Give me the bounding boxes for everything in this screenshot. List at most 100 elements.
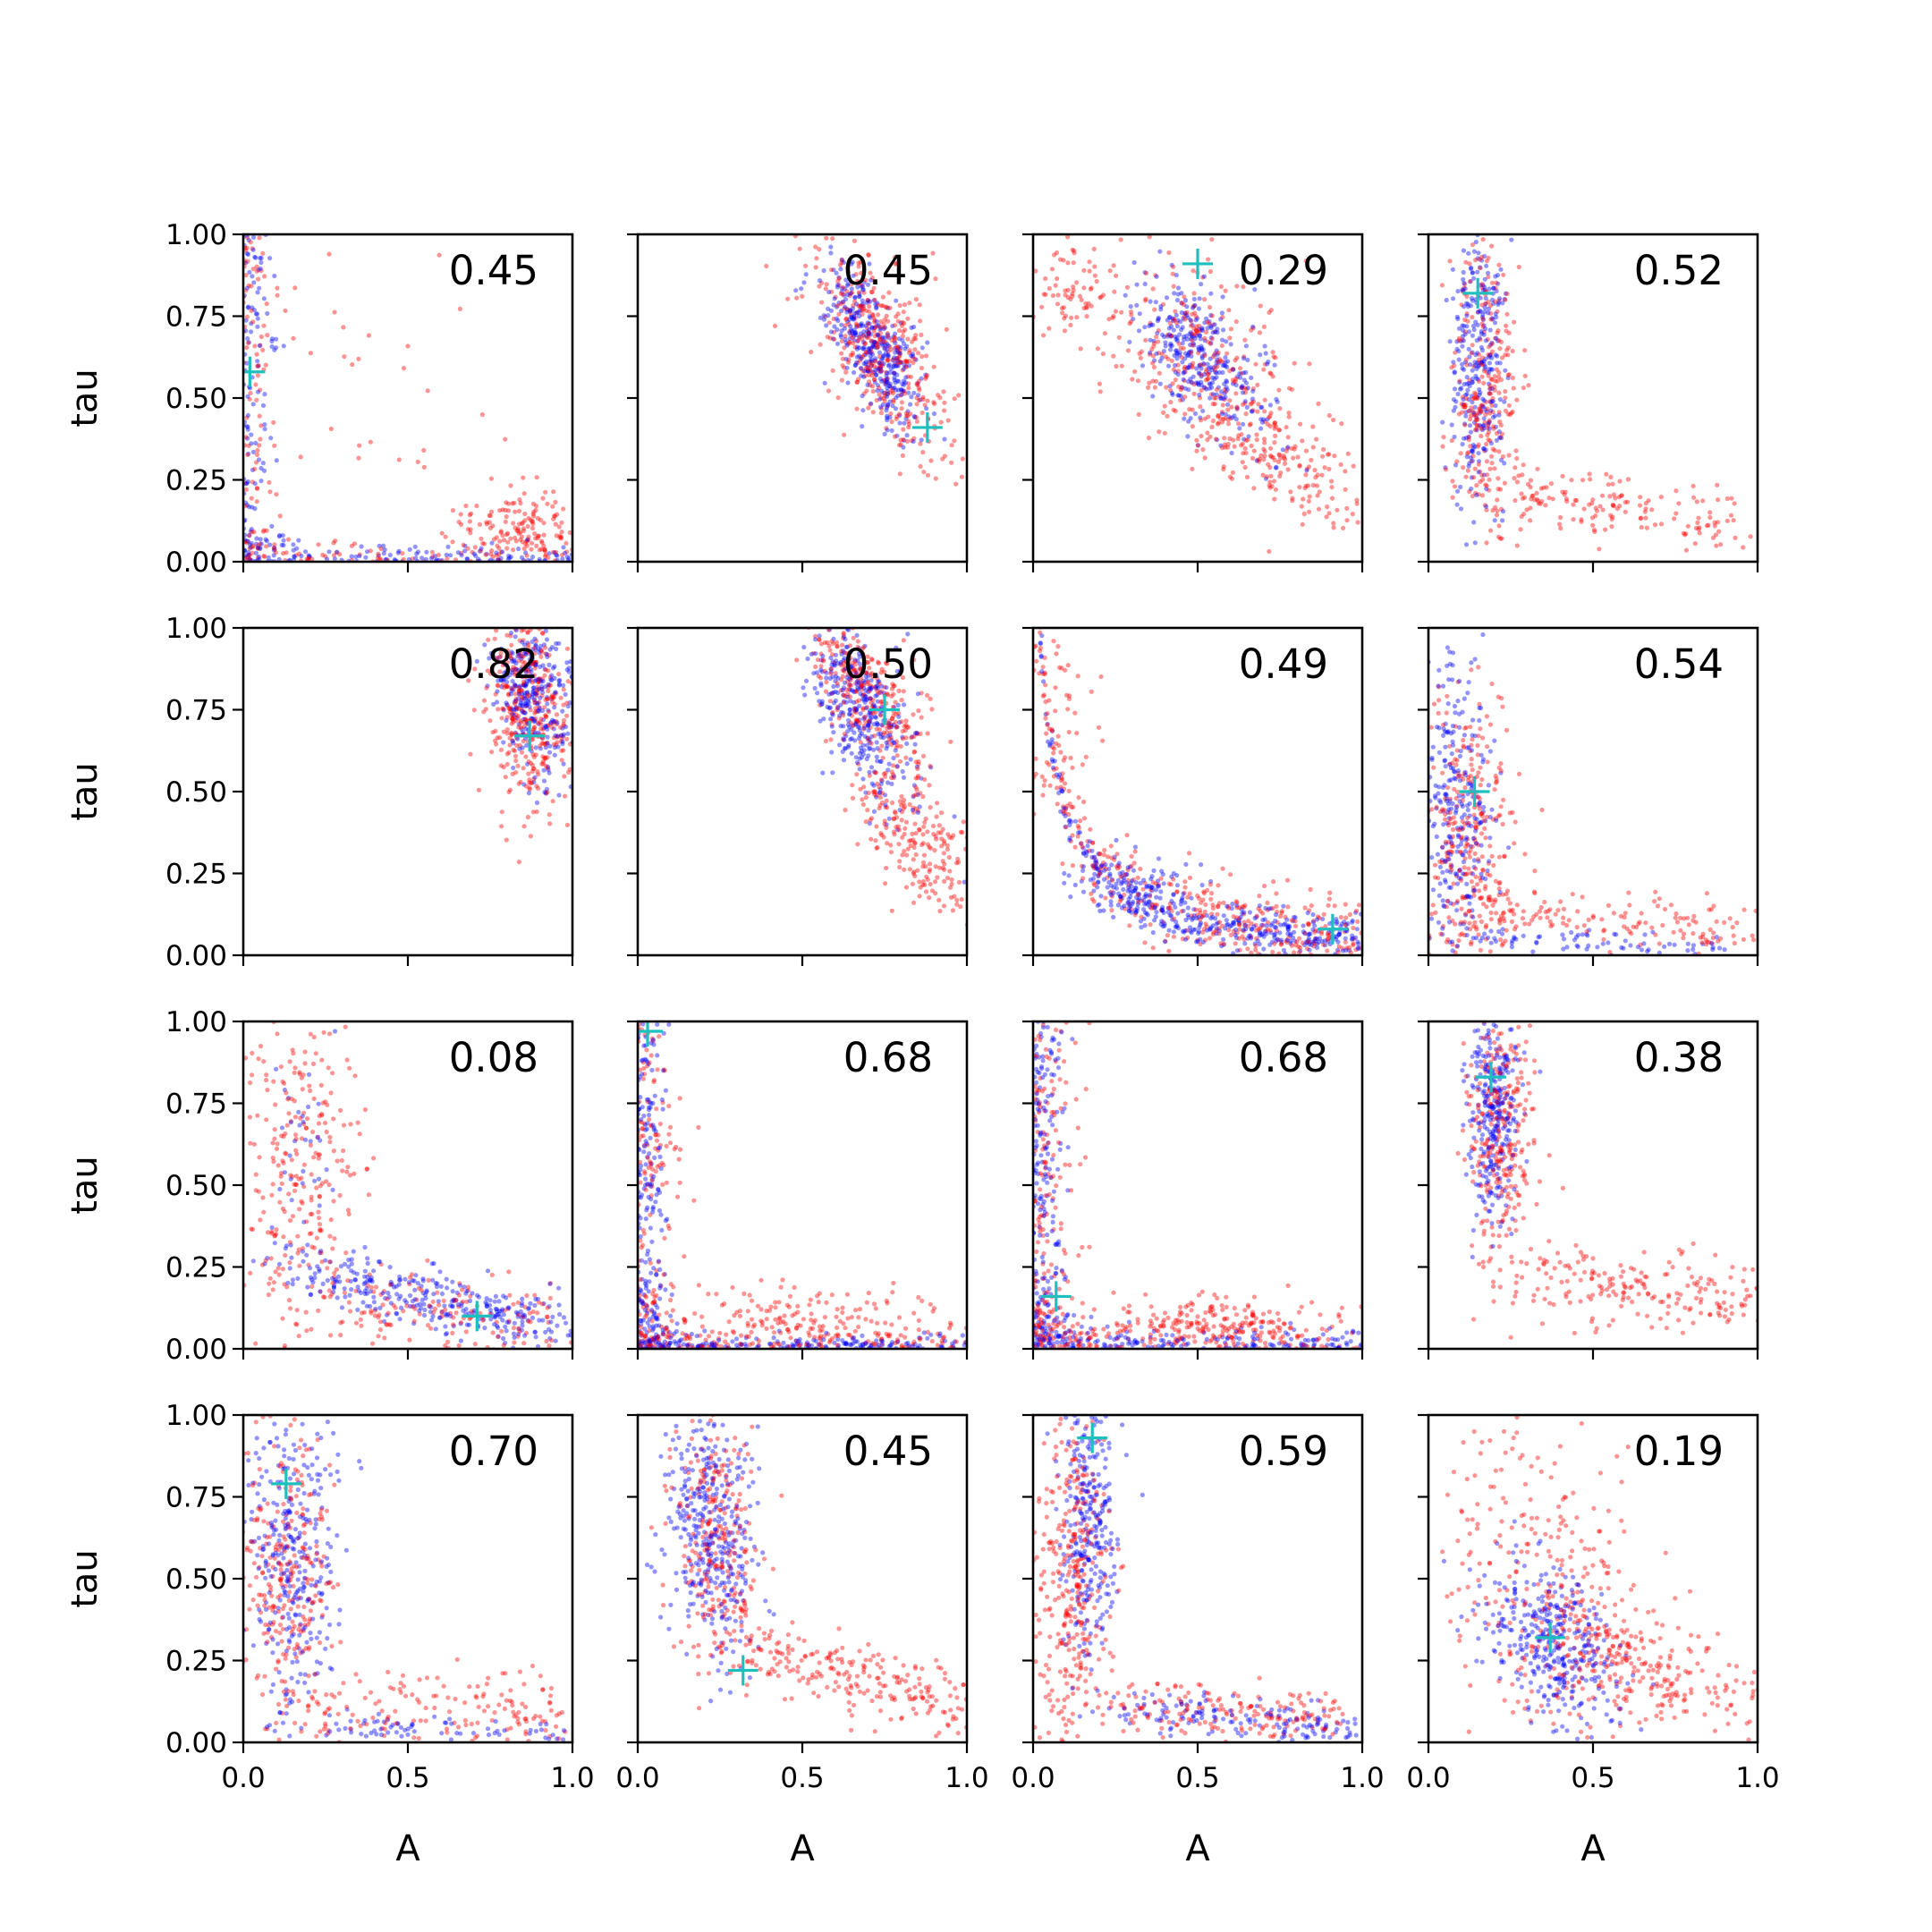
red-point bbox=[913, 852, 919, 858]
red-point bbox=[855, 639, 860, 644]
blue-point bbox=[1487, 391, 1492, 396]
blue-point bbox=[538, 677, 543, 682]
red-point bbox=[860, 307, 866, 313]
red-point bbox=[553, 691, 559, 696]
blue-point bbox=[1481, 423, 1487, 428]
blue-point bbox=[524, 702, 530, 708]
red-point bbox=[1247, 422, 1252, 428]
red-point bbox=[1228, 326, 1233, 332]
red-point bbox=[843, 659, 849, 665]
red-point bbox=[1289, 386, 1294, 393]
red-point bbox=[525, 630, 530, 635]
blue-point bbox=[849, 286, 854, 292]
blue-point bbox=[258, 465, 264, 471]
blue-point bbox=[831, 336, 836, 342]
blue-point bbox=[835, 683, 841, 689]
red-point bbox=[877, 336, 883, 342]
red-point bbox=[518, 720, 523, 725]
red-point bbox=[264, 528, 269, 533]
blue-point bbox=[848, 670, 853, 676]
red-point bbox=[481, 709, 487, 715]
red-point bbox=[1269, 484, 1275, 489]
blue-point bbox=[1168, 347, 1174, 352]
red-point bbox=[1106, 317, 1112, 322]
red-point bbox=[1240, 385, 1245, 390]
red-point bbox=[891, 357, 896, 362]
red-point bbox=[1473, 394, 1479, 399]
blue-point bbox=[891, 740, 896, 745]
red-point bbox=[835, 395, 841, 401]
red-point bbox=[1469, 351, 1474, 356]
red-point bbox=[1354, 501, 1360, 506]
red-point bbox=[1057, 665, 1063, 671]
blue-point bbox=[522, 650, 528, 657]
red-point bbox=[1486, 437, 1491, 443]
blue-point bbox=[1444, 297, 1449, 303]
red-point bbox=[1193, 324, 1199, 329]
blue-point bbox=[857, 717, 862, 723]
red-point bbox=[511, 709, 516, 715]
red-point bbox=[244, 540, 250, 546]
red-point bbox=[1260, 472, 1266, 478]
red-point bbox=[1190, 343, 1195, 348]
blue-point bbox=[1307, 931, 1312, 936]
blue-point bbox=[291, 547, 296, 553]
red-point bbox=[1270, 374, 1275, 379]
red-point bbox=[1489, 453, 1495, 459]
red-point bbox=[1091, 855, 1097, 860]
red-point bbox=[902, 728, 908, 733]
red-point bbox=[1262, 453, 1267, 459]
red-point bbox=[845, 691, 851, 697]
blue-point bbox=[860, 298, 865, 303]
red-point bbox=[898, 442, 903, 447]
blue-point bbox=[1470, 270, 1475, 275]
red-point bbox=[244, 235, 250, 241]
blue-point bbox=[878, 758, 884, 765]
blue-point bbox=[271, 547, 277, 553]
red-point bbox=[829, 639, 835, 644]
blue-point bbox=[1161, 910, 1166, 916]
red-point bbox=[513, 712, 519, 717]
red-point bbox=[1479, 361, 1484, 367]
red-point bbox=[508, 483, 513, 488]
blue-point bbox=[532, 691, 538, 696]
red-point bbox=[841, 737, 846, 742]
red-point bbox=[1597, 547, 1602, 552]
red-point bbox=[551, 516, 556, 521]
blue-point bbox=[1460, 323, 1465, 328]
red-point bbox=[1084, 304, 1089, 309]
red-point bbox=[1728, 513, 1734, 518]
red-point bbox=[824, 282, 829, 287]
red-point bbox=[875, 689, 880, 694]
red-point bbox=[257, 235, 262, 241]
blue-point bbox=[848, 309, 853, 314]
red-point bbox=[546, 668, 551, 674]
blue-point bbox=[246, 304, 251, 309]
red-point bbox=[844, 266, 851, 271]
red-point bbox=[852, 669, 858, 674]
red-point bbox=[919, 842, 925, 848]
red-point bbox=[257, 443, 262, 448]
blue-point bbox=[1237, 371, 1242, 377]
red-point bbox=[1191, 326, 1197, 332]
red-point bbox=[865, 369, 870, 374]
red-point bbox=[881, 771, 886, 776]
red-point bbox=[1305, 946, 1310, 952]
red-point bbox=[1204, 367, 1209, 372]
blue-point bbox=[1215, 437, 1220, 443]
red-point bbox=[1295, 454, 1301, 460]
blue-point bbox=[839, 309, 844, 314]
blue-point bbox=[884, 379, 889, 385]
red-point bbox=[1279, 941, 1284, 946]
blue-point bbox=[1214, 360, 1219, 365]
blue-point bbox=[1454, 346, 1460, 352]
red-point bbox=[526, 537, 531, 543]
red-point bbox=[1136, 411, 1141, 417]
red-point bbox=[274, 492, 279, 497]
blue-point bbox=[857, 345, 862, 351]
blue-point bbox=[1484, 263, 1489, 268]
blue-point bbox=[415, 549, 421, 555]
blue-point bbox=[260, 402, 267, 408]
red-point bbox=[1215, 911, 1220, 917]
red-point bbox=[897, 302, 902, 309]
